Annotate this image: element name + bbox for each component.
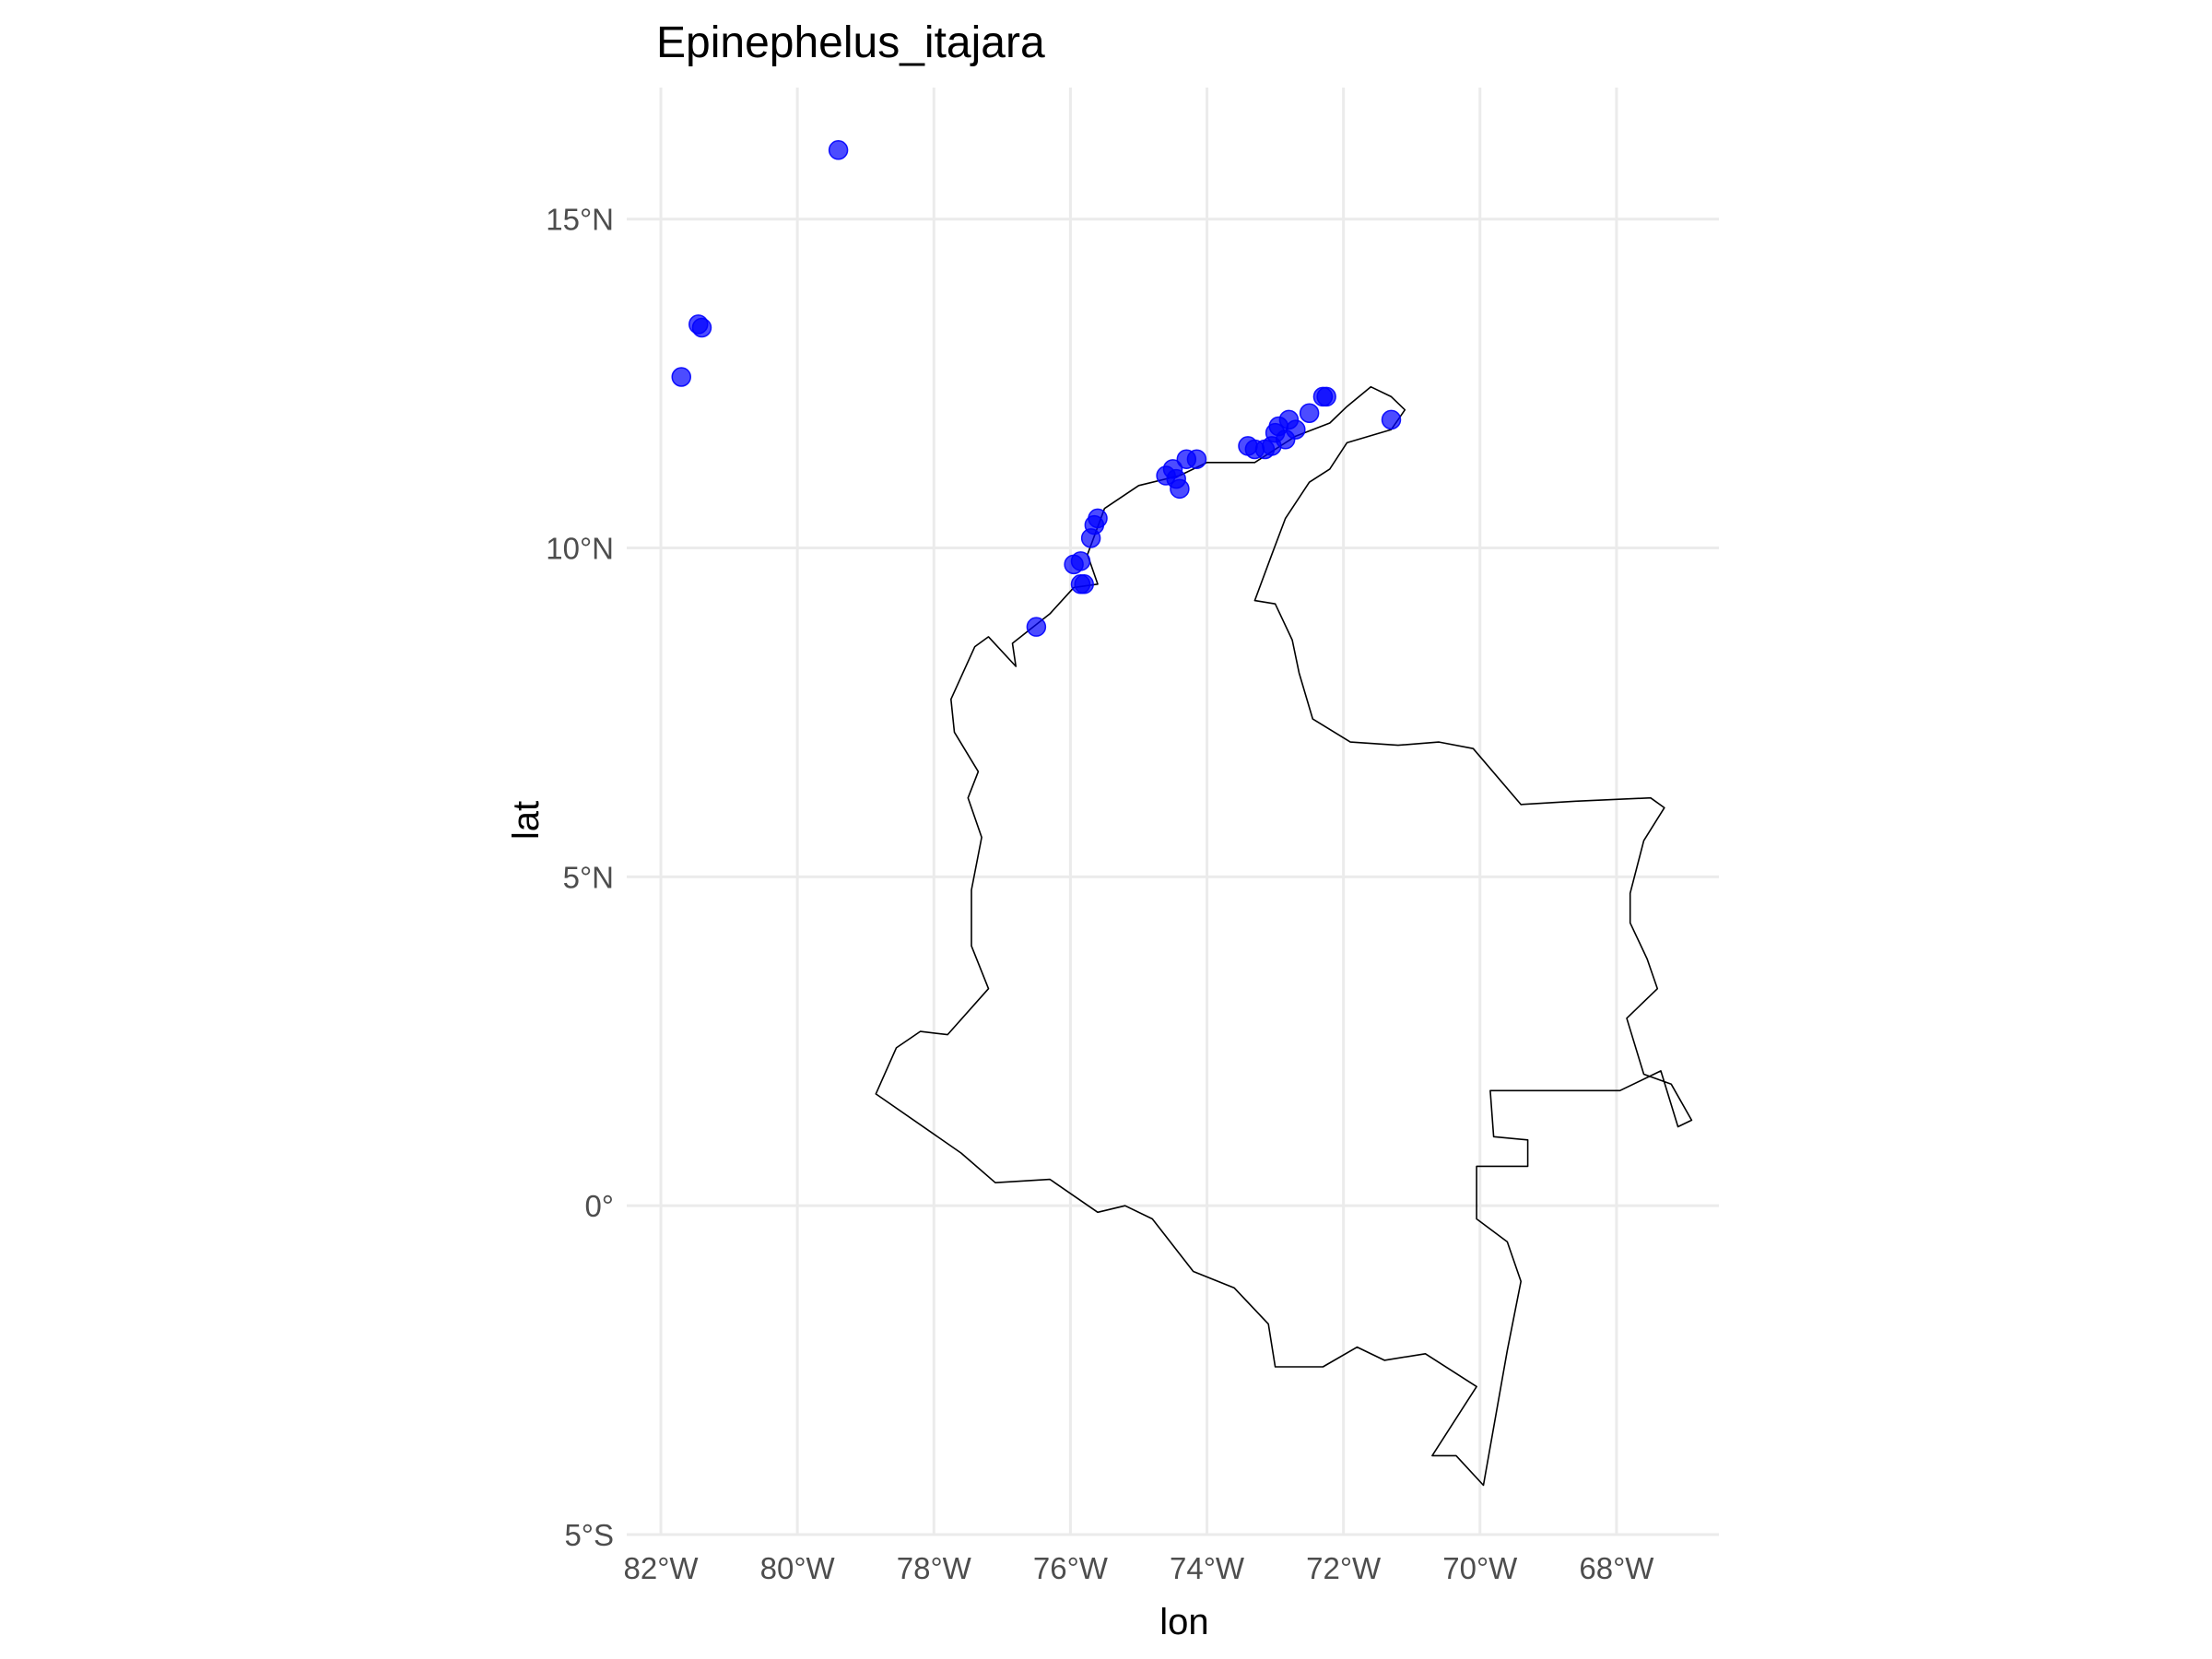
y-tick-label: 5°S xyxy=(564,1518,614,1552)
x-tick-label: 70°W xyxy=(1442,1551,1518,1585)
occurrence-point xyxy=(1064,554,1084,575)
y-axis-title: lat xyxy=(506,801,547,840)
occurrence-point xyxy=(671,367,691,387)
y-tick-label: 0° xyxy=(584,1189,614,1223)
y-tick-label: 10°N xyxy=(546,532,614,566)
occurrence-point xyxy=(1316,386,1336,407)
x-tick-label: 80°W xyxy=(760,1551,836,1585)
occurrence-point xyxy=(1080,528,1101,548)
x-tick-label: 74°W xyxy=(1170,1551,1245,1585)
occurrence-point xyxy=(691,317,712,338)
occurrence-point xyxy=(1170,478,1190,500)
occurrence-point xyxy=(1176,449,1197,469)
country-outline xyxy=(875,385,1693,1487)
colombia-border xyxy=(875,385,1693,1487)
occurrence-point xyxy=(1299,403,1320,423)
occurrence-points xyxy=(671,140,1402,637)
y-tick-label: 15°N xyxy=(546,203,614,237)
y-tick-labels: 5°S 0° 5°N 10°N 15°N xyxy=(546,203,614,1552)
x-tick-label: 72°W xyxy=(1306,1551,1382,1585)
occurrence-point xyxy=(1074,574,1094,594)
y-tick-label: 5°N xyxy=(563,860,614,894)
occurrence-point xyxy=(828,140,849,160)
grid-lines xyxy=(627,88,1719,1536)
occurrence-point xyxy=(1381,409,1402,430)
occurrence-point xyxy=(1238,436,1258,456)
x-tick-label: 82°W xyxy=(624,1551,700,1585)
chart-title: Epinephelus_itajara xyxy=(656,18,1045,67)
x-tick-labels: 82°W 80°W 78°W 76°W 74°W 72°W 70°W 68°W xyxy=(624,1551,1655,1585)
occurrence-point xyxy=(1026,617,1047,637)
x-axis-title: lon xyxy=(1159,1602,1208,1642)
x-tick-label: 78°W xyxy=(897,1551,972,1585)
x-tick-label: 76°W xyxy=(1033,1551,1109,1585)
x-tick-label: 68°W xyxy=(1579,1551,1654,1585)
